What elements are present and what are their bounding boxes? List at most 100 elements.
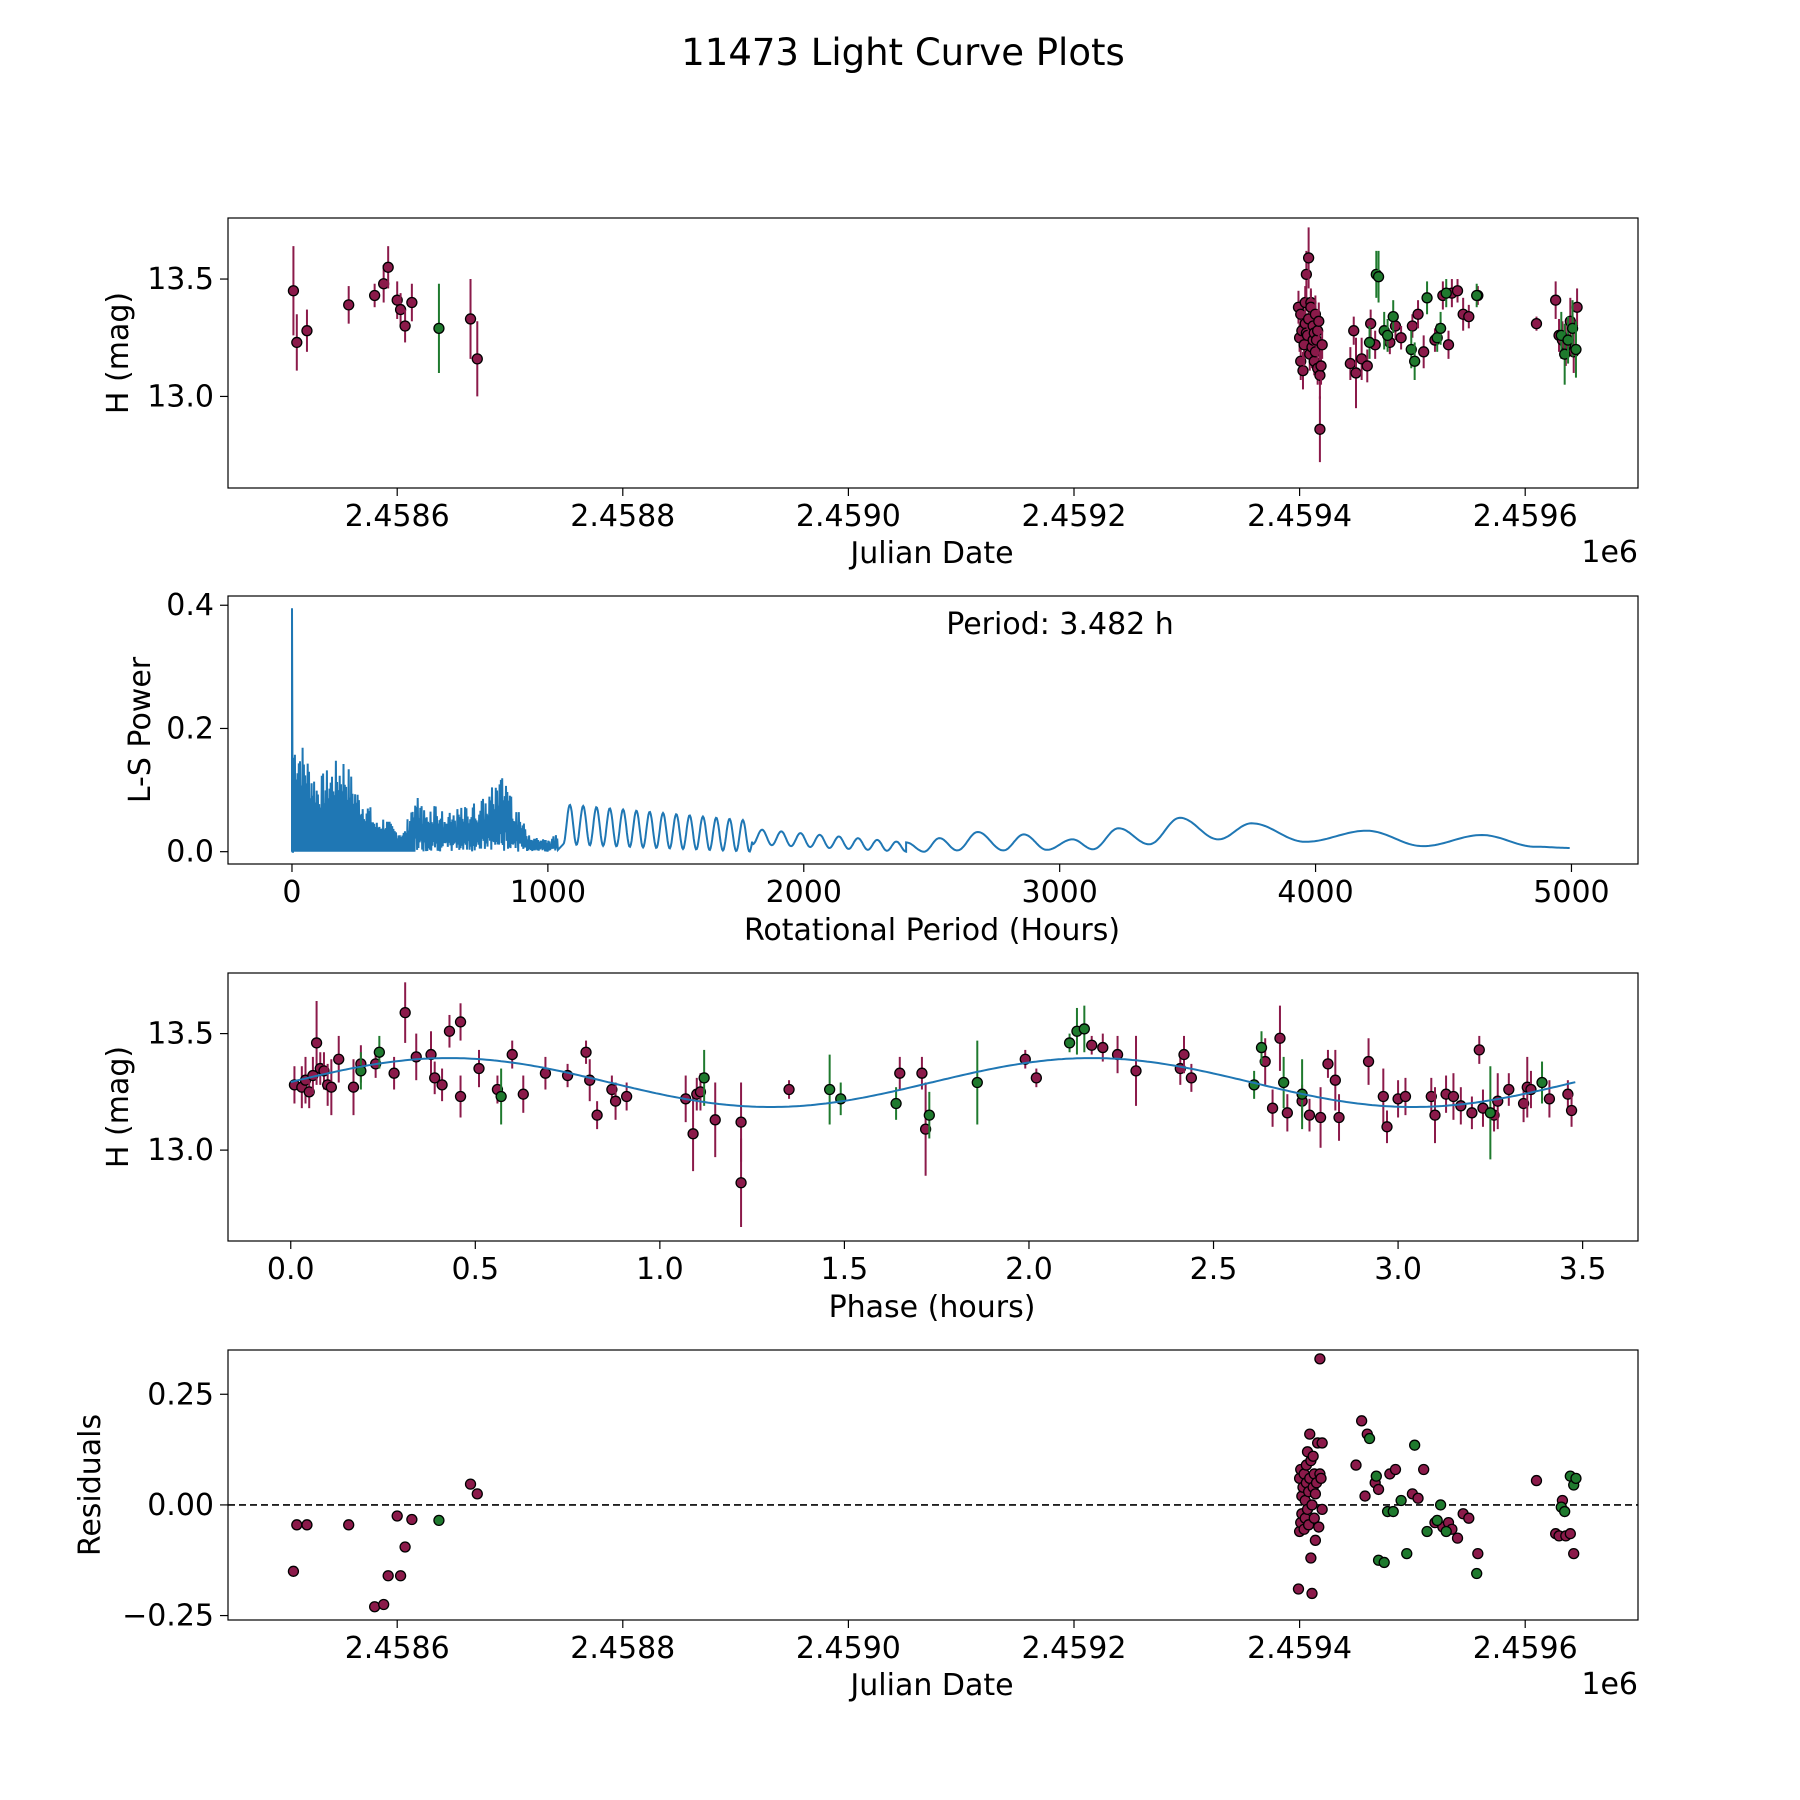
data-point <box>433 1514 445 1527</box>
panel-2-xlabel: Rotational Period (Hours) <box>744 913 1120 948</box>
data-point <box>971 1076 983 1089</box>
x-tick-label: 2.4596 <box>1473 499 1578 534</box>
data-point <box>1395 332 1407 344</box>
data-point <box>406 1513 418 1526</box>
panel-periodogram: 0 1000 2000 3000 4000 5000 0.0 0.2 0.4 Period: … <box>123 588 1639 948</box>
panel-1-frame <box>227 217 1639 489</box>
data-point <box>1440 1525 1452 1538</box>
y-tick-label: 0.00 <box>147 1488 214 1523</box>
data-point <box>1315 1472 1327 1485</box>
data-point <box>1429 1109 1441 1121</box>
data-point <box>1421 1525 1433 1538</box>
data-point <box>1303 1109 1316 1121</box>
data-point <box>1471 1567 1483 1580</box>
data-point <box>919 1123 932 1135</box>
data-point <box>1259 1055 1271 1068</box>
data-point <box>425 1048 437 1061</box>
data-point <box>1097 1041 1109 1054</box>
y-tick-label: 13.0 <box>147 379 214 414</box>
data-point <box>495 1090 507 1103</box>
data-point <box>1315 360 1327 372</box>
data-point <box>1570 343 1582 356</box>
x-tick-label: 2.4590 <box>796 499 901 534</box>
data-point <box>1562 1088 1574 1100</box>
data-point <box>1381 329 1394 342</box>
x-tick-label: 2000 <box>766 875 842 910</box>
data-point <box>1425 1090 1437 1103</box>
x-tick-label: 2.4590 <box>796 1631 901 1666</box>
panel-residuals: 2.4586 2.4588 2.4590 2.4592 2.4594 2.4596 −0.… <box>73 1349 1639 1703</box>
data-point <box>1372 271 1385 283</box>
y-tick-label: 13.5 <box>147 1017 214 1052</box>
x-tick-label: 2.4586 <box>345 499 450 534</box>
data-point <box>1418 346 1430 358</box>
data-point <box>436 1079 448 1091</box>
data-point <box>894 1067 906 1079</box>
panel-4-frame <box>227 1349 1639 1621</box>
data-point <box>609 1095 622 1107</box>
panel-light-curve: 2.4586 2.4588 2.4590 2.4592 2.4594 2.4596 13.… <box>101 217 1639 571</box>
x-tick-label: 0.0 <box>267 1252 315 1287</box>
data-point <box>1463 1512 1475 1524</box>
data-point <box>378 1598 390 1611</box>
data-point <box>1363 1432 1376 1445</box>
model-curve <box>290 1057 1576 1108</box>
data-point <box>1564 1528 1576 1540</box>
x-tick-label: 3.5 <box>1559 1252 1607 1287</box>
data-point <box>399 1006 411 1019</box>
data-point <box>591 1109 603 1121</box>
data-point <box>1305 1552 1317 1564</box>
data-point <box>1559 1505 1571 1518</box>
data-point <box>1387 1505 1399 1518</box>
panel-3-ylabel: H (mag) <box>101 1046 136 1168</box>
data-point <box>1378 1556 1390 1569</box>
x-tick-label: 2.4586 <box>345 1631 450 1666</box>
data-point <box>454 1016 467 1028</box>
data-point <box>378 278 390 290</box>
data-point <box>368 289 381 302</box>
data-point <box>890 1097 902 1110</box>
y-tick-label: 0.25 <box>147 1377 214 1412</box>
panel-3-frame <box>227 972 1639 1242</box>
data-point <box>1350 1459 1362 1471</box>
data-point <box>1278 1076 1290 1089</box>
data-point <box>1361 360 1373 372</box>
x-tick-label: 2.4588 <box>570 1631 675 1666</box>
data-point <box>301 1519 313 1531</box>
panel-2-ylabel: L-S Power <box>123 656 158 803</box>
data-point <box>1309 1488 1322 1500</box>
data-point <box>1316 339 1328 351</box>
panel-1-xlabel: Julian Date <box>848 536 1013 571</box>
data-point <box>1389 320 1402 332</box>
panel-4-xlabel: Julian Date <box>848 1668 1013 1703</box>
data-point <box>1466 1107 1478 1119</box>
panel-1-ylabel: H (mag) <box>101 292 136 414</box>
data-point <box>1412 308 1424 320</box>
data-point <box>1350 367 1362 379</box>
data-point <box>1406 320 1419 332</box>
panel-4-x-offset: 1e6 <box>1581 1667 1638 1702</box>
data-point <box>1399 1090 1412 1103</box>
data-point <box>1308 1512 1320 1524</box>
figure-title: 11473 Light Curve Plots <box>681 31 1125 74</box>
data-point <box>1297 364 1309 377</box>
data-point <box>310 1037 323 1049</box>
data-point <box>382 261 394 273</box>
x-tick-label: 4000 <box>1277 875 1353 910</box>
data-point <box>735 1116 747 1128</box>
data-point <box>471 1488 483 1500</box>
data-point <box>347 1081 360 1093</box>
data-point <box>429 1072 441 1084</box>
x-tick-label: 1000 <box>510 875 586 910</box>
data-point <box>1359 1490 1371 1502</box>
data-point <box>382 1570 394 1582</box>
data-point <box>391 1510 403 1522</box>
data-point <box>1316 1437 1328 1449</box>
data-point <box>1409 355 1421 367</box>
data-point <box>1418 1463 1430 1476</box>
data-point <box>1309 1534 1322 1546</box>
data-point <box>471 353 483 365</box>
data-point <box>1322 1058 1334 1070</box>
x-tick-label: 2.4592 <box>1022 499 1127 534</box>
